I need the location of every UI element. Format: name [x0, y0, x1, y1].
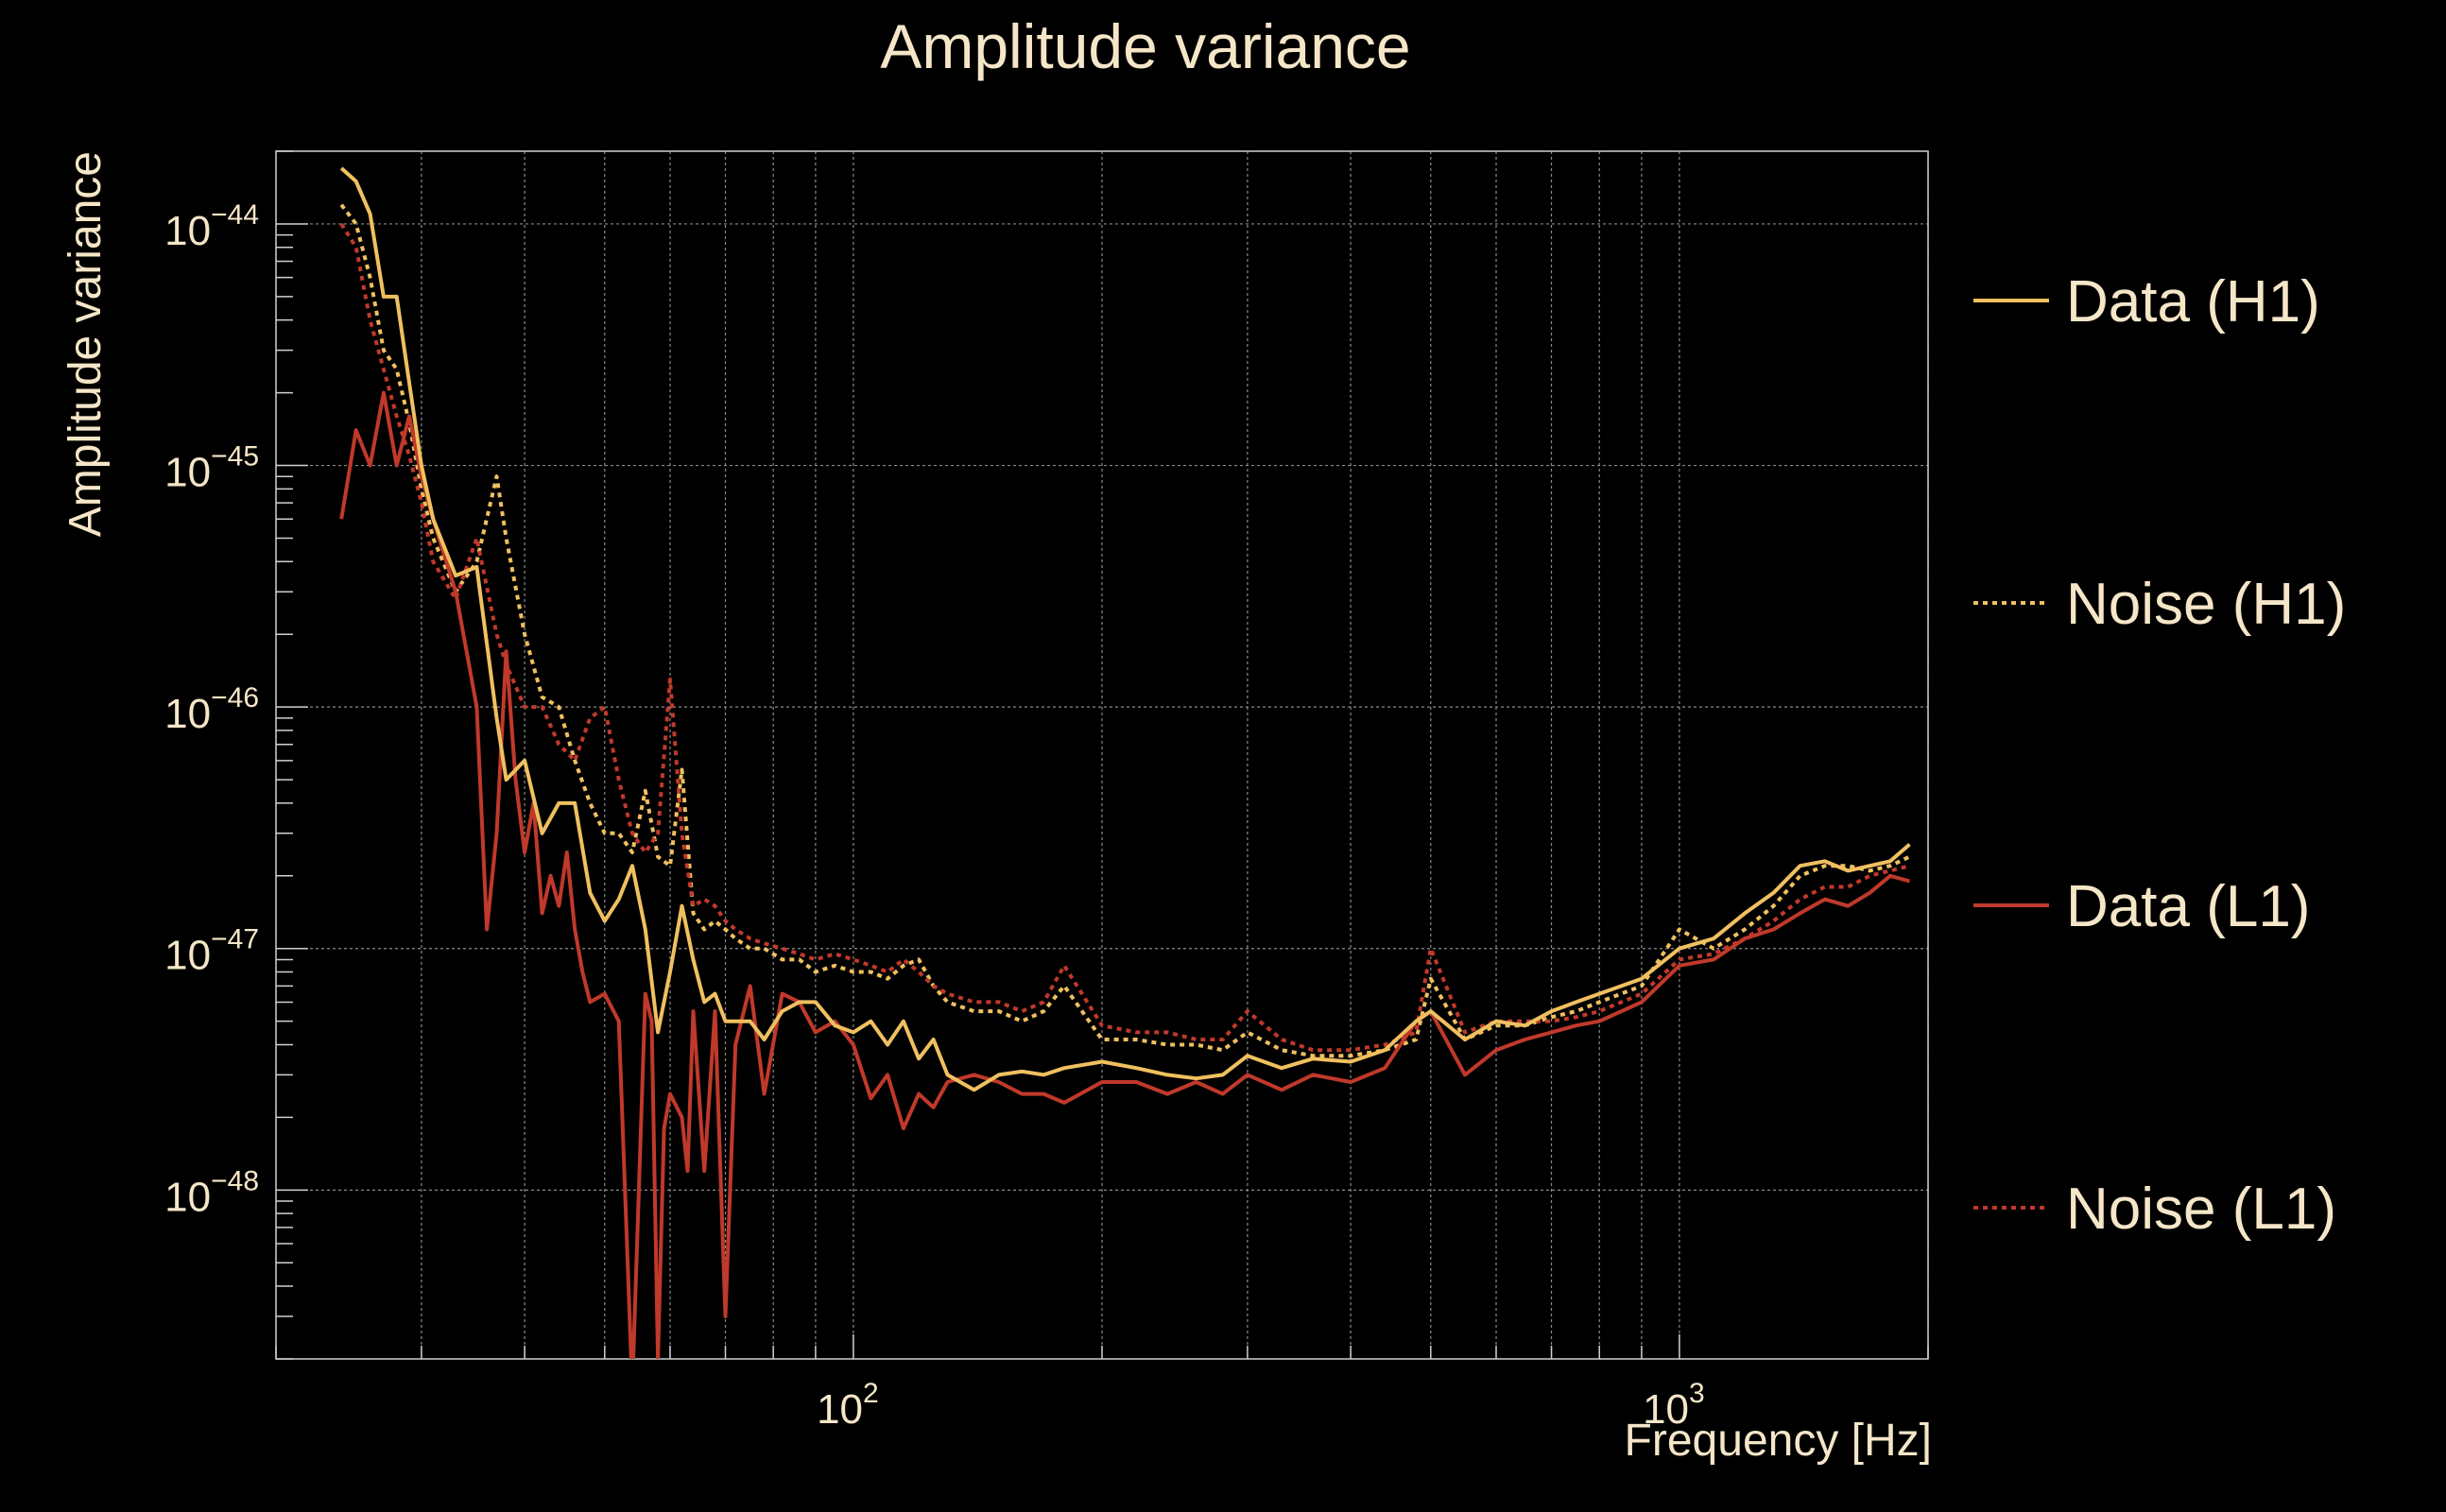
legend-label: Noise (L1) — [2066, 1177, 2336, 1242]
legend-label: Data (H1) — [2066, 269, 2320, 335]
series-line-data-h1 — [339, 166, 1911, 1092]
y-tick-labels: 10−44 10−45 10−46 10−47 10−48 — [164, 199, 259, 1220]
y-tick-label: 10−46 — [164, 682, 259, 737]
x-minor-ticks — [275, 1334, 1929, 1359]
legend-label: Data (L1) — [2066, 874, 2310, 939]
series-lines — [339, 166, 1911, 1359]
chart-title: Amplitude variance — [880, 11, 1410, 81]
series-line-noise-h1 — [339, 203, 1911, 1058]
x-tick-labels: 102 103 — [817, 1378, 1705, 1433]
series-line-data-l1 — [339, 390, 1911, 1359]
legend: Data (H1) Noise (H1) Data (L1) Noise (L1) — [1973, 269, 2346, 1242]
grid-lines — [275, 151, 1929, 1359]
y-tick-label: 10−47 — [164, 924, 259, 979]
x-tick-label: 102 — [817, 1378, 879, 1433]
x-tick-label: 103 — [1643, 1378, 1705, 1433]
y-tick-label: 10−45 — [164, 441, 259, 496]
legend-label: Noise (H1) — [2066, 572, 2346, 637]
y-tick-label: 10−48 — [164, 1165, 259, 1220]
y-tick-label: 10−44 — [164, 199, 259, 254]
y-axis-title: Amplitude variance — [60, 151, 111, 537]
series-line-noise-l1 — [339, 222, 1910, 1053]
x-axis-title: Frequency [Hz] — [1625, 1416, 1932, 1466]
y-minor-ticks — [276, 150, 308, 1360]
